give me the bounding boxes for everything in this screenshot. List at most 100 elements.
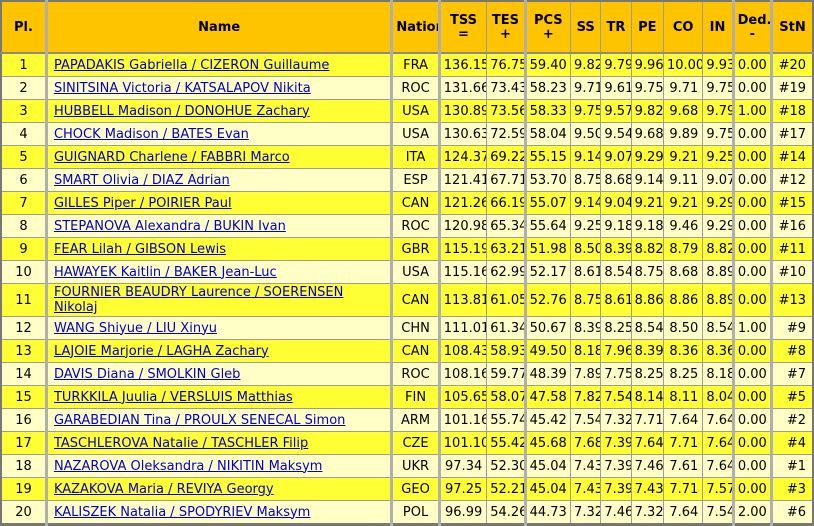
pcs-cell: 52.76 — [523, 283, 572, 317]
in-cell: 9.79 — [702, 99, 734, 123]
header-label: PE — [638, 19, 657, 35]
co-cell: 9.21 — [662, 191, 704, 215]
deduction-cell: 0.00 — [731, 122, 773, 146]
table-row: 9 FEAR Lilah / GIBSON Lewis GBR 115.19 6… — [0, 237, 814, 261]
nation-cell: UKR — [390, 454, 440, 478]
skater-name-link[interactable]: FOURNIER BEAUDRY Laurence / SOERENSEN Ni… — [53, 285, 344, 315]
name-cell: NAZAROVA Oleksandra / NIKITIN Maksym — [44, 454, 393, 478]
pe-cell: 9.68 — [630, 122, 664, 146]
starting-number-cell: #9 — [770, 316, 814, 340]
tss-cell: 121.41 — [437, 168, 488, 192]
place-cell: 20 — [0, 500, 47, 525]
ss-cell: 8.39 — [570, 316, 602, 340]
table-row: 20 KALISZEK Natalia / SPODYRIEV Maksym P… — [0, 500, 814, 525]
nation-cell: CZE — [390, 431, 440, 455]
starting-number-cell: #13 — [770, 283, 814, 317]
skater-name-link[interactable]: HAWAYEK Kaitlin / BAKER Jean-Luc — [53, 264, 277, 280]
skater-name-link[interactable]: DAVIS Diana / SMOLKIN Gleb — [53, 366, 241, 382]
skater-name-link[interactable]: WANG Shiyue / LIU Xinyu — [53, 320, 217, 336]
skater-name-link[interactable]: SINITSINA Victoria / KATSALAPOV Nikita — [53, 80, 311, 96]
tss-cell: 96.99 — [437, 500, 488, 525]
tr-cell: 7.75 — [600, 362, 632, 386]
pcs-cell: 50.67 — [523, 316, 572, 340]
tes-cell: 52.30 — [486, 454, 526, 478]
skater-name-link[interactable]: PAPADAKIS Gabriella / CIZERON Guillaume — [53, 57, 330, 73]
nation-cell: ROC — [390, 76, 440, 100]
skater-name-link[interactable]: KALISZEK Natalia / SPODYRIEV Maksym — [53, 504, 311, 520]
tes-cell: 62.99 — [486, 260, 526, 284]
nation-cell: USA — [390, 99, 440, 123]
place-cell: 14 — [0, 362, 47, 386]
skater-name-link[interactable]: LAJOIE Marjorie / LAGHA Zachary — [53, 343, 269, 359]
starting-number-cell: #17 — [770, 122, 814, 146]
place-cell: 10 — [0, 260, 47, 284]
nation-cell: ROC — [390, 214, 440, 238]
name-cell: LAJOIE Marjorie / LAGHA Zachary — [44, 339, 393, 363]
table-row: 18 NAZAROVA Oleksandra / NIKITIN Maksym … — [0, 454, 814, 478]
pe-cell: 7.71 — [630, 408, 664, 432]
name-cell: KAZAKOVA Maria / REVIYA Georgy — [44, 477, 393, 501]
ss-cell: 9.75 — [570, 99, 602, 123]
deduction-cell: 0.00 — [731, 454, 773, 478]
skater-name-link[interactable]: KAZAKOVA Maria / REVIYA Georgy — [53, 481, 274, 497]
in-cell: 8.04 — [702, 385, 734, 409]
name-cell: FOURNIER BEAUDRY Laurence / SOERENSEN Ni… — [44, 283, 393, 317]
pe-cell: 8.75 — [630, 260, 664, 284]
skater-name-link[interactable]: HUBBELL Madison / DONOHUE Zachary — [53, 103, 310, 119]
table-row: 6 SMART Olivia / DIAZ Adrian ESP 121.41 … — [0, 168, 814, 192]
tr-cell: 7.39 — [600, 477, 632, 501]
tr-cell: 9.04 — [600, 191, 632, 215]
deduction-cell: 0.00 — [731, 52, 773, 77]
ss-cell: 8.75 — [570, 168, 602, 192]
tss-cell: 111.01 — [437, 316, 488, 340]
co-cell: 9.11 — [662, 168, 704, 192]
co-cell: 8.86 — [662, 283, 704, 317]
tr-cell: 8.54 — [600, 260, 632, 284]
pcs-cell: 58.33 — [523, 99, 572, 123]
tr-cell: 8.25 — [600, 316, 632, 340]
co-cell: 9.46 — [662, 214, 704, 238]
starting-number-cell: #10 — [770, 260, 814, 284]
co-cell: 7.71 — [662, 477, 704, 501]
table-row: 14 DAVIS Diana / SMOLKIN Gleb ROC 108.16… — [0, 362, 814, 386]
starting-number-cell: #20 — [770, 52, 814, 77]
pe-cell: 9.29 — [630, 145, 664, 169]
name-cell: PAPADAKIS Gabriella / CIZERON Guillaume — [44, 52, 393, 77]
skater-name-link[interactable]: STEPANOVA Alexandra / BUKIN Ivan — [53, 218, 286, 234]
in-cell: 9.75 — [702, 76, 734, 100]
table-row: 17 TASCHLEROVA Natalie / TASCHLER Filip … — [0, 431, 814, 455]
pcs-cell: 45.04 — [523, 477, 572, 501]
skater-name-link[interactable]: GUIGNARD Charlene / FABBRI Marco — [53, 149, 290, 165]
skater-name-link[interactable]: TASCHLEROVA Natalie / TASCHLER Filip — [53, 435, 309, 451]
skater-name-link[interactable]: GILLES Piper / POIRIER Paul — [53, 195, 232, 211]
in-cell: 8.36 — [702, 339, 734, 363]
tes-cell: 61.05 — [486, 283, 526, 317]
co-cell: 8.11 — [662, 385, 704, 409]
ss-cell: 9.82 — [570, 52, 602, 77]
skater-name-link[interactable]: TURKKILA Juulia / VERSLUIS Matthias — [53, 389, 293, 405]
in-cell: 7.64 — [702, 454, 734, 478]
skater-name-link[interactable]: SMART Olivia / DIAZ Adrian — [53, 172, 230, 188]
ss-cell: 8.61 — [570, 260, 602, 284]
deduction-cell: 0.00 — [731, 408, 773, 432]
column-header-in: IN — [702, 0, 734, 54]
column-header-deductions: Ded. - — [731, 0, 773, 54]
pcs-cell: 45.42 — [523, 408, 572, 432]
ss-cell: 8.50 — [570, 237, 602, 261]
co-cell: 9.71 — [662, 76, 704, 100]
starting-number-cell: #11 — [770, 237, 814, 261]
skater-name-link[interactable]: FEAR Lilah / GIBSON Lewis — [53, 241, 226, 257]
header-sub: + — [542, 26, 554, 42]
tes-cell: 67.71 — [486, 168, 526, 192]
skater-name-link[interactable]: CHOCK Madison / BATES Evan — [53, 126, 249, 142]
pcs-cell: 52.17 — [523, 260, 572, 284]
table-row: 8 STEPANOVA Alexandra / BUKIN Ivan ROC 1… — [0, 214, 814, 238]
nation-cell: CHN — [390, 316, 440, 340]
starting-number-cell: #19 — [770, 76, 814, 100]
skater-name-link[interactable]: NAZAROVA Oleksandra / NIKITIN Maksym — [53, 458, 323, 474]
header-label: Name — [198, 19, 241, 35]
pcs-cell: 45.04 — [523, 454, 572, 478]
skater-name-link[interactable]: GARABEDIAN Tina / PROULX SENECAL Simon — [53, 412, 346, 428]
tes-cell: 66.19 — [486, 191, 526, 215]
